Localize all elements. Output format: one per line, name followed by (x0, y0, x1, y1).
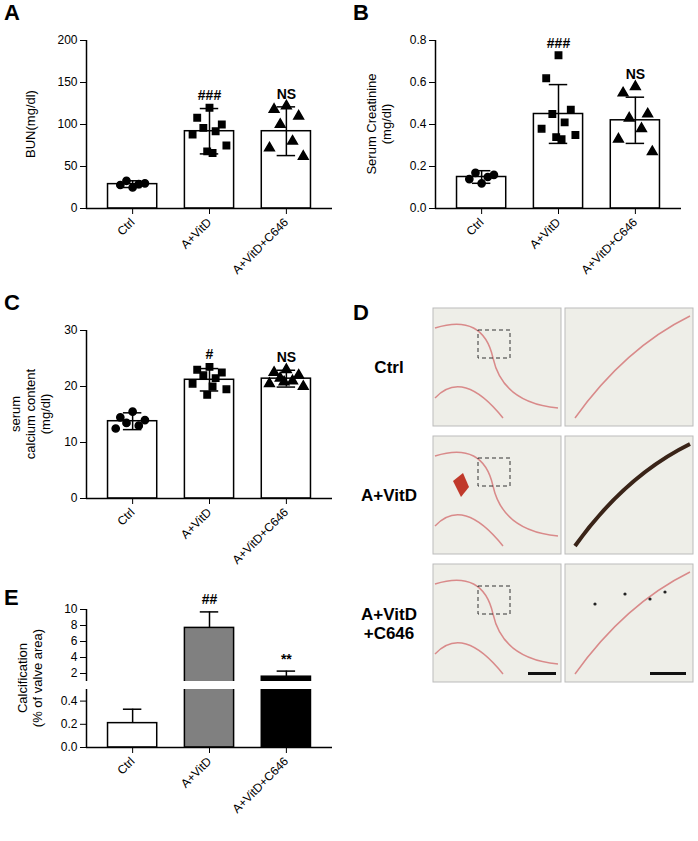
svg-text:A+VitD: A+VitD (527, 215, 564, 252)
svg-text:10: 10 (64, 602, 78, 616)
html-text:B: B (353, 0, 369, 25)
svg-text:0.6: 0.6 (410, 75, 427, 89)
html-text:Calcification (% of valve area: Calcification (% of valve area) (15, 628, 45, 728)
svg-text:0.2: 0.2 (61, 717, 78, 731)
svg-text:6: 6 (71, 634, 78, 648)
svg-text:Ctrl: Ctrl (114, 215, 137, 238)
svg-text:NS: NS (277, 349, 296, 365)
svg-text:A+VitD+C646: A+VitD+C646 (230, 505, 292, 567)
html-text:serum calcium content (mg/dl): serum calcium content (mg/dl) (7, 368, 53, 460)
svg-text:8: 8 (71, 618, 78, 632)
svg-text:NS: NS (626, 66, 645, 82)
svg-text:A+VitD: A+VitD (178, 754, 215, 791)
svg-text:0.4: 0.4 (61, 694, 78, 708)
svg-text:A+VitD: A+VitD (178, 505, 215, 542)
html-text:A: A (4, 0, 20, 25)
svg-text:200: 200 (57, 33, 77, 47)
svg-text:**: ** (281, 651, 292, 667)
svg-text:A+VitD: A+VitD (178, 215, 215, 252)
html-text:D: D (353, 300, 369, 325)
svg-text:0.0: 0.0 (410, 201, 427, 215)
svg-text:0.0: 0.0 (61, 740, 78, 754)
svg-text:A+VitD+C646: A+VitD+C646 (230, 754, 292, 816)
svg-text:A+VitD+C646: A+VitD+C646 (230, 215, 292, 277)
svg-text:Ctrl: Ctrl (114, 505, 137, 528)
svg-text:0: 0 (71, 201, 78, 215)
svg-text:NS: NS (277, 86, 296, 102)
svg-text:Ctrl: Ctrl (114, 754, 137, 777)
svg-text:0.2: 0.2 (410, 159, 427, 173)
svg-text:0.8: 0.8 (410, 33, 427, 47)
svg-text:10: 10 (64, 435, 78, 449)
svg-text:#: # (206, 346, 214, 362)
svg-text:0: 0 (71, 491, 78, 505)
svg-text:###: ### (547, 35, 571, 51)
svg-text:2: 2 (71, 666, 78, 680)
svg-text:A+VitD: A+VitD (361, 486, 417, 505)
html-text:E: E (4, 585, 19, 610)
svg-text:###: ### (198, 87, 222, 103)
html-text:C: C (4, 290, 20, 315)
svg-text:A+VitD+C646: A+VitD+C646 (579, 215, 641, 277)
html-text:BUN(mg/dl): BUN(mg/dl) (22, 90, 38, 158)
svg-text:100: 100 (57, 117, 77, 131)
svg-text:##: ## (202, 591, 218, 607)
html-text:Serum Creatinine (mg/dl): Serum Creatinine (mg/dl) (364, 73, 394, 175)
svg-text:A+VitD+C646: A+VitD+C646 (361, 605, 417, 643)
svg-text:30: 30 (64, 323, 78, 337)
svg-text:Ctrl: Ctrl (374, 358, 403, 377)
svg-text:4: 4 (71, 650, 78, 664)
svg-text:150: 150 (57, 75, 77, 89)
svg-text:20: 20 (64, 379, 78, 393)
svg-text:Ctrl: Ctrl (463, 215, 486, 238)
svg-text:50: 50 (64, 159, 78, 173)
svg-text:0.4: 0.4 (410, 117, 427, 131)
